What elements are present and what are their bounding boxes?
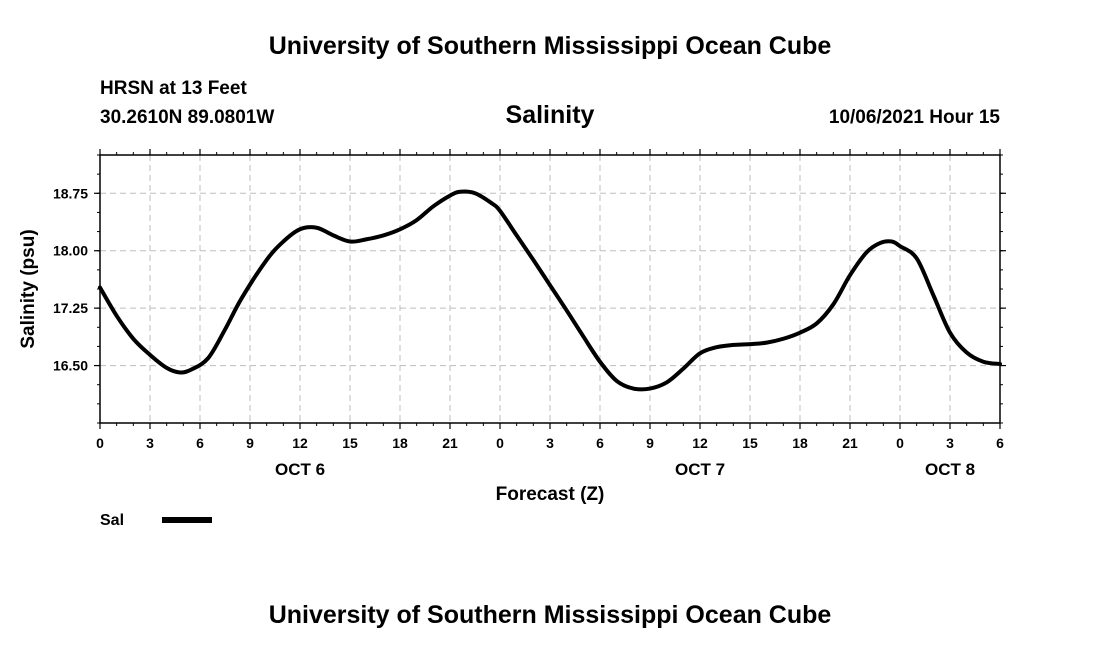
page-title: University of Southern Mississippi Ocean… — [268, 32, 832, 60]
x-tick-label: 12 — [292, 435, 308, 451]
station-coordinates: 30.2610N 89.0801W — [100, 107, 275, 128]
x-tick-label: 3 — [546, 435, 554, 451]
y-axis-title: Salinity (psu) — [18, 229, 39, 348]
x-tick-label: 15 — [342, 435, 358, 451]
day-label: OCT 8 — [925, 460, 975, 479]
grid — [100, 155, 1000, 423]
axis-ticks — [94, 149, 1006, 429]
y-tick-label: 16.50 — [53, 358, 88, 374]
x-tick-label: 6 — [196, 435, 204, 451]
legend-label: Sal — [100, 512, 124, 529]
x-tick-label: 9 — [246, 435, 254, 451]
x-tick-label: 0 — [496, 435, 504, 451]
x-tick-label: 15 — [742, 435, 758, 451]
day-label: OCT 7 — [675, 460, 725, 479]
x-axis-title: Forecast (Z) — [496, 484, 605, 505]
x-tick-label: 6 — [596, 435, 604, 451]
y-tick-label: 18.00 — [53, 243, 88, 259]
day-label: OCT 6 — [275, 460, 325, 479]
x-tick-label: 0 — [96, 435, 104, 451]
x-tick-label: 3 — [946, 435, 954, 451]
forecast-datetime: 10/06/2021 Hour 15 — [828, 107, 1000, 128]
x-tick-label: 12 — [692, 435, 708, 451]
series-line-sal — [98, 189, 1002, 392]
series-layer — [98, 189, 1002, 392]
y-tick-label: 18.75 — [53, 185, 88, 201]
x-tick-label: 21 — [842, 435, 858, 451]
footer-title: University of Southern Mississippi Ocean… — [268, 601, 832, 629]
x-tick-label: 21 — [442, 435, 458, 451]
y-tick-label: 17.25 — [53, 300, 88, 316]
x-tick-label: 18 — [392, 435, 408, 451]
x-tick-label: 18 — [792, 435, 808, 451]
chart-title: Salinity — [505, 101, 595, 129]
axis-labels: 0 3 6 9 12 15 18 21 0 3 6 9 12 15 18 21 0 3 6 16.50 17.25 18.… — [18, 185, 1004, 505]
x-tick-label: 9 — [646, 435, 654, 451]
x-tick-label: 3 — [146, 435, 154, 451]
legend: Sal — [100, 512, 212, 529]
x-tick-label: 0 — [896, 435, 904, 451]
station-label: HRSN at 13 Feet — [100, 78, 247, 99]
x-tick-label: 6 — [996, 435, 1004, 451]
